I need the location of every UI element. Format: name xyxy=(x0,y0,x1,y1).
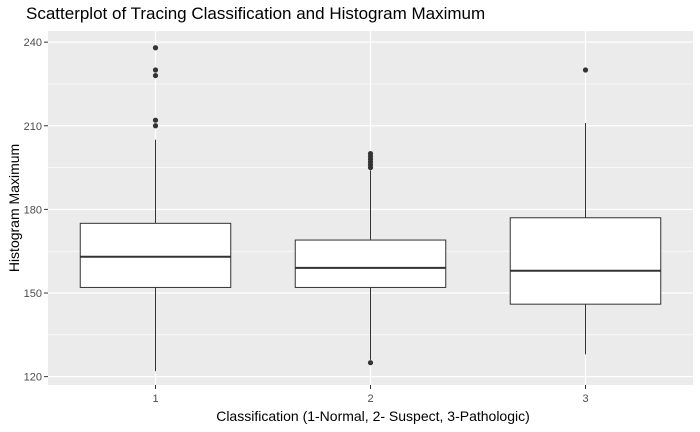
y-axis-title: Histogram Maximum xyxy=(6,144,22,272)
outlier-point xyxy=(582,67,589,73)
outlier-point xyxy=(152,72,159,79)
outlier-point xyxy=(152,123,159,129)
outlier-point xyxy=(152,45,159,51)
x-axis: 1 2 3 xyxy=(152,385,589,405)
y-tick-label: 150 xyxy=(24,288,42,300)
x-tick-label: 3 xyxy=(582,393,588,405)
y-tick-label: 120 xyxy=(24,372,42,384)
y-tick-label: 240 xyxy=(24,37,42,49)
chart-title: Scatterplot of Tracing Classification an… xyxy=(26,4,486,23)
box-iqr xyxy=(294,239,447,288)
box-iqr xyxy=(79,222,232,288)
box-group-3 xyxy=(509,67,662,355)
x-tick-label: 2 xyxy=(367,393,373,405)
y-axis: 120 150 180 210 240 xyxy=(24,37,48,384)
y-tick-label: 210 xyxy=(24,121,42,133)
box-group-1 xyxy=(79,45,232,372)
box-iqr xyxy=(509,217,662,305)
box-group-2 xyxy=(294,151,447,366)
outlier-point xyxy=(152,67,159,73)
x-tick-label: 1 xyxy=(152,393,158,405)
outlier-point xyxy=(367,151,374,157)
outlier-point xyxy=(152,117,159,123)
outlier-point xyxy=(367,360,374,366)
boxes xyxy=(79,45,662,372)
x-axis-title: Classification (1-Normal, 2- Suspect, 3-… xyxy=(216,408,530,424)
y-tick-label: 180 xyxy=(24,204,42,216)
